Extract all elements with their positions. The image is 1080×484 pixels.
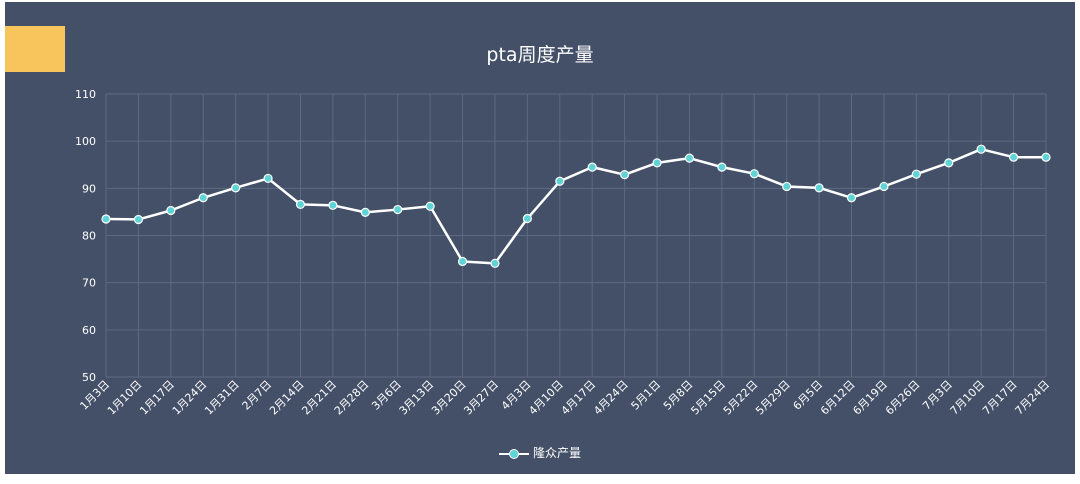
y-tick-label: 70: [82, 277, 96, 290]
x-tick-label: 6月12日: [818, 378, 858, 418]
data-point: [1008, 152, 1019, 162]
x-tick-label: 1月17日: [137, 378, 177, 418]
data-point: [846, 193, 857, 203]
x-tick-label: 2月21日: [299, 378, 339, 418]
data-point: [717, 162, 727, 172]
data-point: [328, 200, 338, 210]
y-tick-label: 110: [75, 88, 96, 101]
x-tick-label: 1月24日: [170, 378, 210, 418]
data-point: [393, 204, 403, 215]
data-point: [263, 173, 273, 184]
x-tick-label: 7月10日: [948, 378, 988, 418]
data-point: [555, 176, 565, 186]
x-tick-label: 5月15日: [688, 378, 728, 418]
data-point: [749, 169, 759, 179]
y-tick-label: 60: [82, 324, 96, 337]
data-point: [587, 162, 597, 172]
y-tick-label: 90: [82, 182, 96, 195]
x-tick-label: 3月13日: [397, 378, 437, 418]
legend: 隆众产量: [0, 444, 1080, 461]
x-tick-label: 5月1日: [629, 378, 664, 413]
x-tick-label: 2月28日: [332, 378, 372, 418]
data-point: [522, 213, 532, 224]
x-tick-label: 3月27日: [461, 378, 501, 418]
x-tick-label: 1月10日: [105, 378, 145, 418]
data-point: [976, 144, 986, 154]
x-tick-label: 1月31日: [202, 378, 242, 418]
data-point: [490, 258, 500, 268]
data-point: [133, 214, 144, 225]
series-line: [105, 147, 1046, 265]
x-tick-label: 5月22日: [721, 378, 761, 418]
x-tick-label: 3月20日: [429, 378, 469, 418]
x-tick-label: 4月24日: [591, 378, 631, 418]
x-tick-label: 6月19日: [850, 378, 890, 418]
data-point: [101, 214, 111, 224]
data-point: [425, 201, 435, 211]
x-tick-label: 7月17日: [980, 378, 1020, 418]
y-tick-label: 100: [75, 135, 96, 148]
x-tick-label: 7月24日: [1013, 378, 1053, 418]
data-point: [944, 158, 954, 168]
x-tick-label: 4月17日: [559, 378, 599, 418]
legend-label: 隆众产量: [532, 446, 581, 460]
x-tick-label: 5月29日: [753, 378, 793, 418]
x-tick-label: 2月14日: [267, 378, 307, 418]
data-point: [814, 183, 824, 193]
data-point: [684, 153, 695, 163]
data-point: [652, 158, 662, 168]
data-point: [166, 205, 176, 216]
accent-tab: [5, 26, 65, 72]
data-point: [360, 207, 370, 217]
data-point: [231, 183, 241, 193]
chart-panel: [5, 2, 1075, 474]
data-point: [879, 181, 889, 192]
data-point: [295, 199, 306, 209]
legend-swatch: [498, 448, 529, 459]
data-point: [782, 181, 792, 192]
x-tick-label: 6月26日: [883, 378, 923, 418]
x-tick-label: 4月10日: [526, 378, 566, 418]
data-point: [620, 170, 630, 180]
y-tick-label: 50: [82, 371, 96, 384]
data-point: [457, 256, 468, 267]
y-tick-label: 80: [82, 230, 96, 243]
chart-title: pta周度产量: [486, 44, 594, 66]
data-point: [911, 169, 921, 179]
data-point: [198, 193, 208, 203]
data-point: [1041, 152, 1051, 162]
